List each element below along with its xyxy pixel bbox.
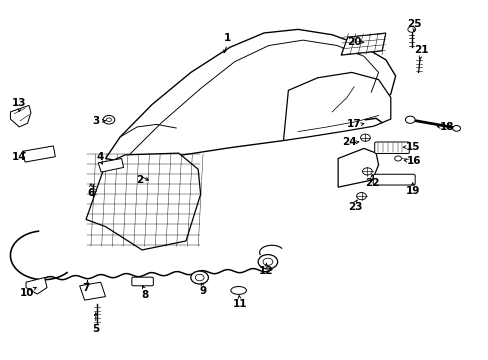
Text: 13: 13 — [12, 98, 26, 108]
Circle shape — [405, 116, 414, 123]
Text: 21: 21 — [413, 45, 427, 55]
Text: 4: 4 — [97, 152, 104, 162]
Polygon shape — [26, 278, 47, 294]
Circle shape — [356, 193, 366, 200]
Circle shape — [452, 126, 460, 131]
Polygon shape — [10, 105, 31, 127]
Polygon shape — [340, 33, 385, 55]
Text: 3: 3 — [92, 116, 99, 126]
Text: 7: 7 — [82, 283, 89, 293]
Text: 5: 5 — [92, 324, 99, 334]
Text: 12: 12 — [259, 266, 273, 276]
Circle shape — [258, 255, 277, 269]
Polygon shape — [337, 148, 378, 187]
Text: 9: 9 — [199, 286, 206, 296]
Text: 15: 15 — [405, 142, 419, 152]
Text: 25: 25 — [406, 19, 421, 29]
Polygon shape — [22, 146, 55, 162]
Text: 16: 16 — [406, 156, 421, 166]
Text: 17: 17 — [346, 120, 361, 129]
Circle shape — [362, 168, 371, 175]
FancyBboxPatch shape — [372, 174, 414, 185]
Polygon shape — [105, 30, 395, 163]
Circle shape — [360, 134, 369, 141]
Circle shape — [263, 258, 272, 265]
Text: 14: 14 — [12, 152, 26, 162]
Text: 6: 6 — [87, 188, 94, 198]
Circle shape — [394, 156, 401, 161]
Text: 19: 19 — [405, 186, 419, 197]
Circle shape — [106, 118, 111, 122]
Polygon shape — [283, 72, 390, 140]
Circle shape — [103, 116, 115, 124]
Text: 22: 22 — [364, 178, 379, 188]
Text: 8: 8 — [141, 290, 148, 300]
Text: 2: 2 — [136, 175, 143, 185]
Text: 11: 11 — [232, 299, 246, 309]
FancyBboxPatch shape — [374, 142, 408, 153]
Text: 18: 18 — [439, 122, 453, 132]
Circle shape — [195, 274, 203, 281]
Polygon shape — [98, 158, 123, 172]
Ellipse shape — [230, 287, 246, 294]
Polygon shape — [80, 282, 105, 300]
Polygon shape — [86, 153, 200, 250]
FancyBboxPatch shape — [132, 277, 153, 286]
Text: 24: 24 — [341, 138, 356, 147]
Text: 1: 1 — [224, 33, 231, 43]
Text: 23: 23 — [348, 202, 362, 212]
Circle shape — [407, 27, 415, 32]
Text: 20: 20 — [346, 37, 361, 47]
Circle shape — [190, 271, 208, 284]
Text: 10: 10 — [20, 288, 35, 298]
